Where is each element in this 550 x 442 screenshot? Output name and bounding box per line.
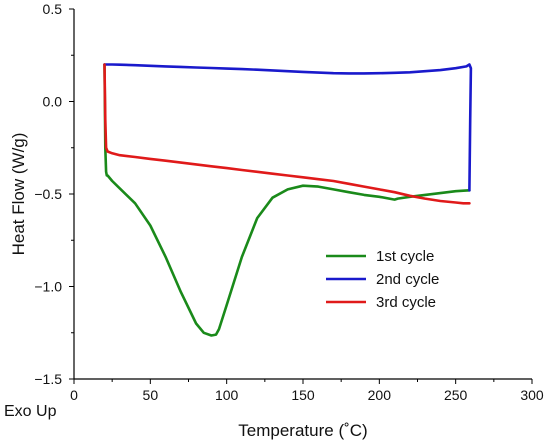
y-tick-label: −1.5 <box>34 371 62 387</box>
y-axis-title: Heat Flow (W/g) <box>9 133 28 256</box>
legend-label: 3rd cycle <box>376 294 436 311</box>
x-tick-label: 100 <box>215 387 239 403</box>
series-line <box>103 63 473 192</box>
y-tick-label: 0.0 <box>43 94 63 110</box>
x-axis-title: Temperature (˚C) <box>238 421 367 440</box>
x-tick-label: 150 <box>291 387 315 403</box>
x-ticks: 0 50 100 150 200 250 300 <box>70 379 544 403</box>
legend: 1st cycle 2nd cycle 3rd cycle <box>326 248 439 311</box>
series-group <box>103 63 473 337</box>
exo-up-annotation: Exo Up <box>4 403 57 420</box>
series-line <box>103 63 471 205</box>
legend-label: 2nd cycle <box>376 271 439 288</box>
y-ticks: 0.5 0.0 −0.5 −1.0 −1.5 <box>34 1 74 387</box>
legend-label: 1st cycle <box>376 248 434 265</box>
y-tick-label: −1.0 <box>34 279 62 295</box>
x-tick-label: 50 <box>143 387 159 403</box>
x-tick-label: 300 <box>520 387 544 403</box>
x-tick-label: 200 <box>368 387 392 403</box>
y-tick-label: −0.5 <box>34 186 62 202</box>
x-tick-label: 0 <box>70 387 78 403</box>
series-line <box>103 63 471 337</box>
y-tick-label: 0.5 <box>43 1 63 17</box>
x-tick-label: 250 <box>444 387 468 403</box>
